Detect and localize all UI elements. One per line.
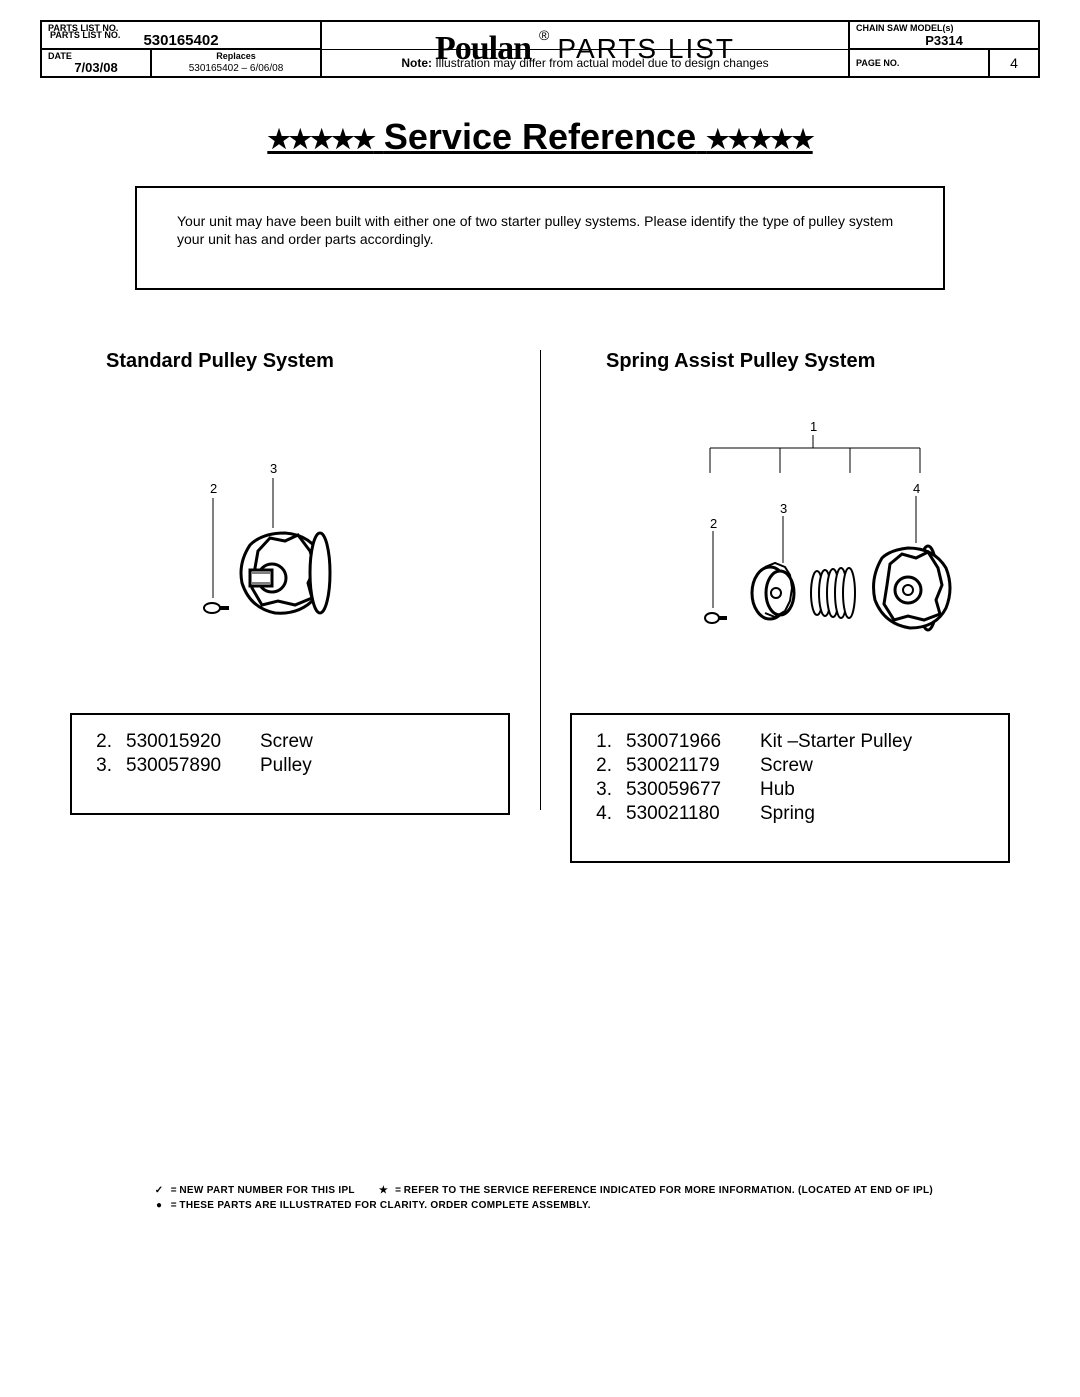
parts-row: 3.530059677Hub [590,779,990,801]
note-cell: Note: Illustration may differ from actua… [321,49,849,77]
info-text: Your unit may have been built with eithe… [177,213,893,247]
svg-text:2: 2 [210,481,217,496]
vertical-divider [540,350,541,810]
svg-text:2: 2 [710,516,717,531]
checkmark-icon: ✓ [150,1183,168,1198]
info-box: Your unit may have been built with eithe… [135,186,945,290]
standard-figure: 2 3 [70,413,510,693]
brand-reg: ® [539,27,549,43]
spring-figure: 1 4 3 2 [570,413,1010,693]
page-no: 4 [989,49,1039,77]
page-title: ★★★★★ Service Reference ★★★★★ [40,116,1040,158]
replaces-value: 530165402 – 6/06/08 [189,63,284,74]
systems-row: Standard Pulley System 2 3 [40,350,1040,863]
stars-left: ★★★★★ [267,124,374,154]
page: PARTS LIST NO. PARTS LIST NO. 530165402 … [0,0,1080,1233]
standard-heading: Standard Pulley System [70,350,510,373]
standard-column: Standard Pulley System 2 3 [40,350,540,863]
models-value: P3314 [925,33,963,48]
models-label: CHAIN SAW MODEL(s) [856,23,954,33]
svg-text:1: 1 [810,419,817,434]
parts-list-no-label: PARTS LIST NO. [48,23,118,33]
star-icon: ★ [374,1183,392,1198]
footer-line-2: ● = THESE PARTS ARE ILLUSTRATED FOR CLAR… [150,1198,1040,1213]
spring-parts-box: 1.530071966Kit –Starter Pulley 2.5300211… [570,713,1010,863]
date-value: 7/03/08 [74,60,117,75]
title-text: Service Reference [384,116,696,157]
spring-diagram: 1 4 3 2 [600,413,980,693]
parts-row: 2.530015920Screw [90,731,490,753]
svg-text:4: 4 [913,481,920,496]
spring-heading: Spring Assist Pulley System [570,350,1010,373]
svg-text:3: 3 [780,501,787,516]
replaces-label: Replaces [152,51,320,61]
stars-right: ★★★★★ [706,124,813,154]
spring-column: Spring Assist Pulley System 1 4 3 2 [540,350,1040,863]
bullet-icon: ● [150,1198,168,1213]
parts-row: 2.530021179Screw [590,755,990,777]
parts-row: 3.530057890Pulley [90,755,490,777]
date-label: DATE [48,51,72,61]
page-label: PAGE NO. [849,49,989,77]
parts-list-no-value: 530165402 [143,32,218,49]
standard-parts-box: 2.530015920Screw 3.530057890Pulley [70,713,510,815]
parts-row: 4.530021180Spring [590,803,990,825]
header-table: PARTS LIST NO. PARTS LIST NO. 530165402 … [40,20,1040,78]
footer-line-1: ✓ = NEW PART NUMBER FOR THIS IPL ★ = REF… [150,1183,1040,1198]
svg-text:3: 3 [270,461,277,476]
footer-notes: ✓ = NEW PART NUMBER FOR THIS IPL ★ = REF… [40,1183,1040,1213]
standard-diagram: 2 3 [140,433,440,673]
parts-row: 1.530071966Kit –Starter Pulley [590,731,990,753]
